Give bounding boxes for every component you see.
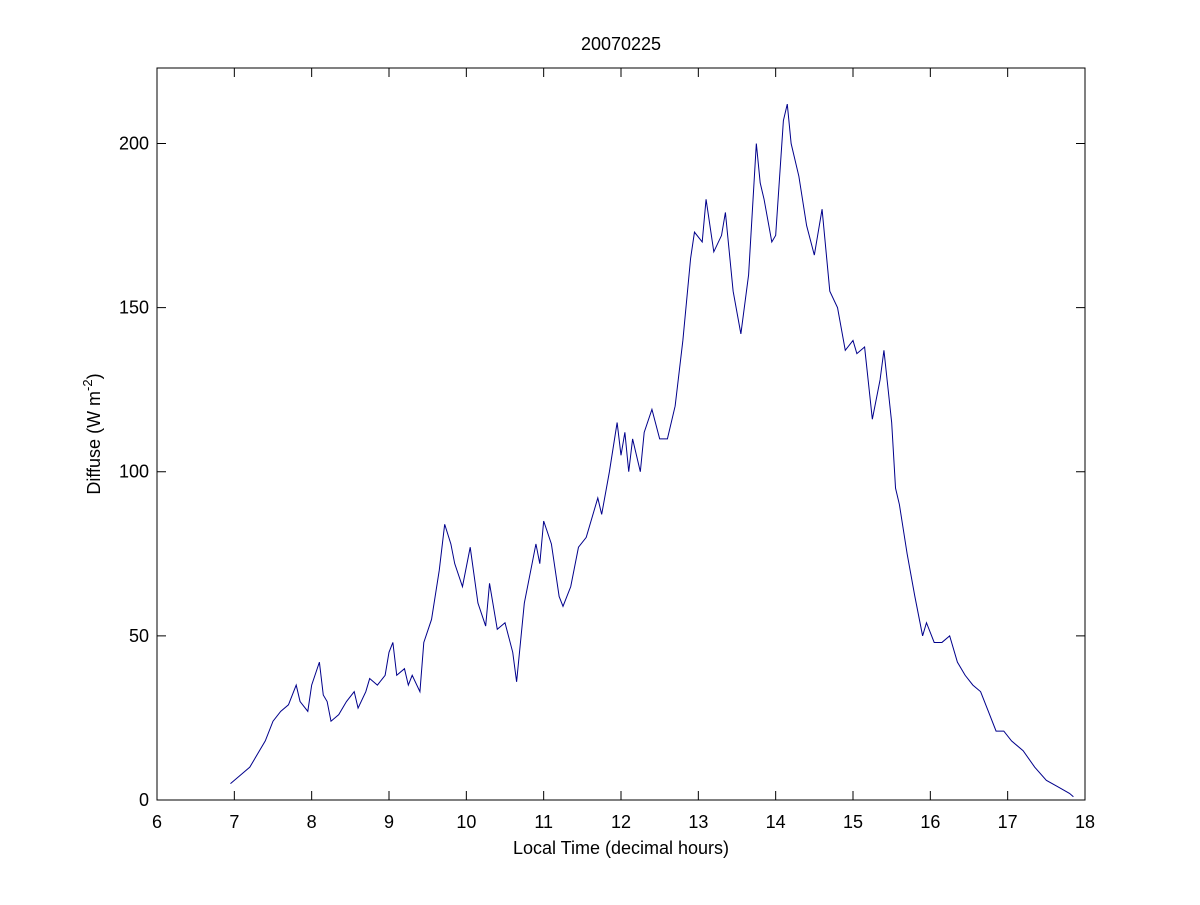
x-tick-label: 8 bbox=[307, 812, 317, 832]
y-tick-label: 0 bbox=[139, 790, 149, 810]
plot-frame bbox=[156, 67, 1086, 801]
data-line bbox=[230, 103, 1074, 798]
y-label-sup: -2 bbox=[80, 379, 95, 391]
x-tick-label: 6 bbox=[152, 812, 162, 832]
x-axis-label: Local Time (decimal hours) bbox=[513, 838, 729, 858]
y-tick-label: 50 bbox=[129, 626, 149, 646]
y-tick-label: 200 bbox=[119, 133, 149, 153]
y-axis-label: Diffuse (W m-2) bbox=[80, 373, 104, 494]
x-tick-label: 10 bbox=[456, 812, 476, 832]
x-tick-label: 12 bbox=[611, 812, 631, 832]
x-tick-label: 16 bbox=[920, 812, 940, 832]
x-tick-label: 11 bbox=[534, 812, 553, 832]
x-tick-label: 13 bbox=[688, 812, 708, 832]
x-tick-label: 17 bbox=[998, 812, 1018, 832]
x-tick-label: 18 bbox=[1075, 812, 1095, 832]
x-tick-label: 7 bbox=[229, 812, 239, 832]
x-tick-label: 9 bbox=[384, 812, 394, 832]
y-tick-label: 150 bbox=[119, 298, 149, 318]
x-tick-label: 14 bbox=[766, 812, 786, 832]
y-label-end: ) bbox=[84, 373, 104, 379]
x-tick-label: 15 bbox=[843, 812, 863, 832]
y-label-main: Diffuse (W m bbox=[84, 391, 104, 495]
chart-title: 20070225 bbox=[581, 34, 661, 54]
y-tick-label: 100 bbox=[119, 462, 149, 482]
